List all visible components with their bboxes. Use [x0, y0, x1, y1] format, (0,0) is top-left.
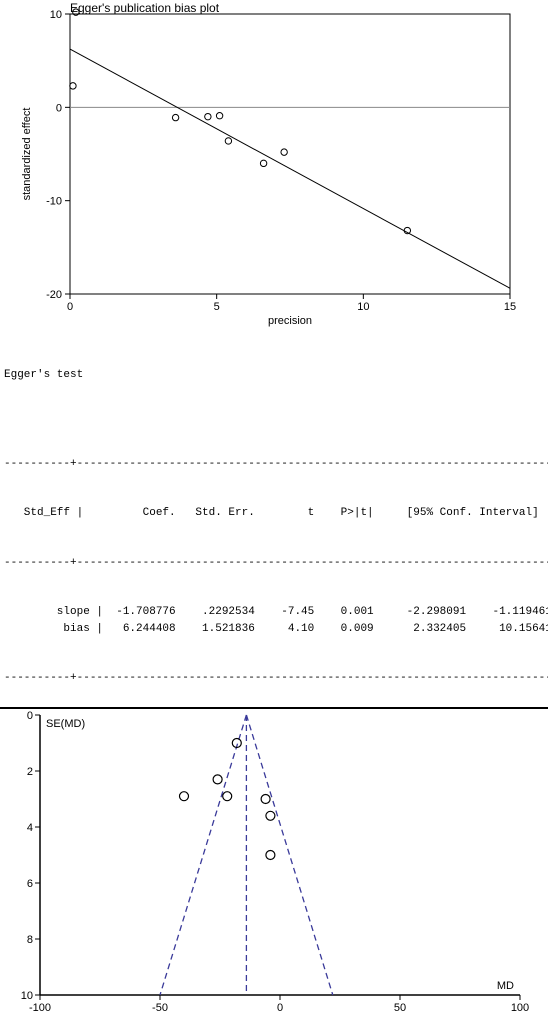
x-tick-label: 50: [394, 1002, 406, 1014]
funnel-left-line: [160, 715, 246, 995]
x-tick-label: 0: [67, 301, 73, 313]
data-point: [261, 795, 270, 804]
x-tick-label: 5: [214, 301, 220, 313]
x-tick-label: 0: [277, 1002, 283, 1014]
funnel-right-line: [246, 715, 332, 995]
egger-scatter-svg: Egger's publication bias plot 0 5 10 15 -20 -1…: [0, 0, 548, 330]
y-tick-label: 2: [27, 766, 33, 778]
y-tick-label: -10: [46, 196, 62, 208]
egger-scatter-chart: Egger's publication bias plot 0 5 10 15 -20 -1…: [0, 0, 548, 330]
table-title: Egger's test: [4, 367, 544, 384]
figure-container: { "scatter": { "type": "scatter_with_reg…: [0, 0, 548, 1027]
y-tick-label: -20: [46, 289, 62, 301]
data-point: [266, 851, 275, 860]
x-axis-label: MD: [497, 980, 514, 992]
data-point: [213, 775, 222, 784]
table-header-row: Std_Eff | Coef. Std. Err. t P>|t| [95% C…: [4, 505, 544, 522]
y-tick-label: 0: [27, 710, 33, 722]
y-axis-label: SE(MD): [46, 718, 85, 730]
data-point: [225, 138, 231, 144]
y-axis-label: standardized effect: [21, 108, 33, 201]
x-tick-label: -100: [29, 1002, 51, 1014]
data-point: [266, 811, 275, 820]
table-divider: ----------+-----------------------------…: [4, 555, 544, 572]
table-body: slope | -1.708776 .2292534 -7.45 0.001 -…: [4, 604, 544, 637]
y-tick-label: 0: [56, 102, 62, 114]
data-point: [223, 792, 232, 801]
chart-title: Egger's publication bias plot: [70, 1, 220, 15]
egger-test-table: Egger's test ----------+----------------…: [0, 330, 548, 707]
table-divider: ----------+-----------------------------…: [4, 670, 544, 687]
data-point: [172, 114, 178, 120]
table-divider: ----------+-----------------------------…: [4, 456, 544, 473]
x-tick-label: 100: [511, 1002, 529, 1014]
data-point: [216, 113, 222, 119]
y-tick-label: 10: [21, 990, 33, 1002]
funnel-plot-svg: 0246810-100-50050100SE(MD)MD: [0, 709, 548, 1027]
data-point: [281, 149, 287, 155]
x-axis-label: precision: [268, 315, 312, 327]
regression-line: [70, 49, 510, 288]
x-tick-label: -50: [152, 1002, 168, 1014]
data-point: [260, 160, 266, 166]
y-tick-label: 6: [27, 878, 33, 890]
y-tick-label: 10: [50, 9, 62, 21]
data-point: [205, 113, 211, 119]
x-tick-label: 15: [504, 301, 516, 313]
data-point: [180, 792, 189, 801]
x-tick-label: 10: [357, 301, 369, 313]
y-tick-label: 8: [27, 934, 33, 946]
data-point: [70, 83, 76, 89]
funnel-plot: 0246810-100-50050100SE(MD)MD: [0, 709, 548, 1027]
